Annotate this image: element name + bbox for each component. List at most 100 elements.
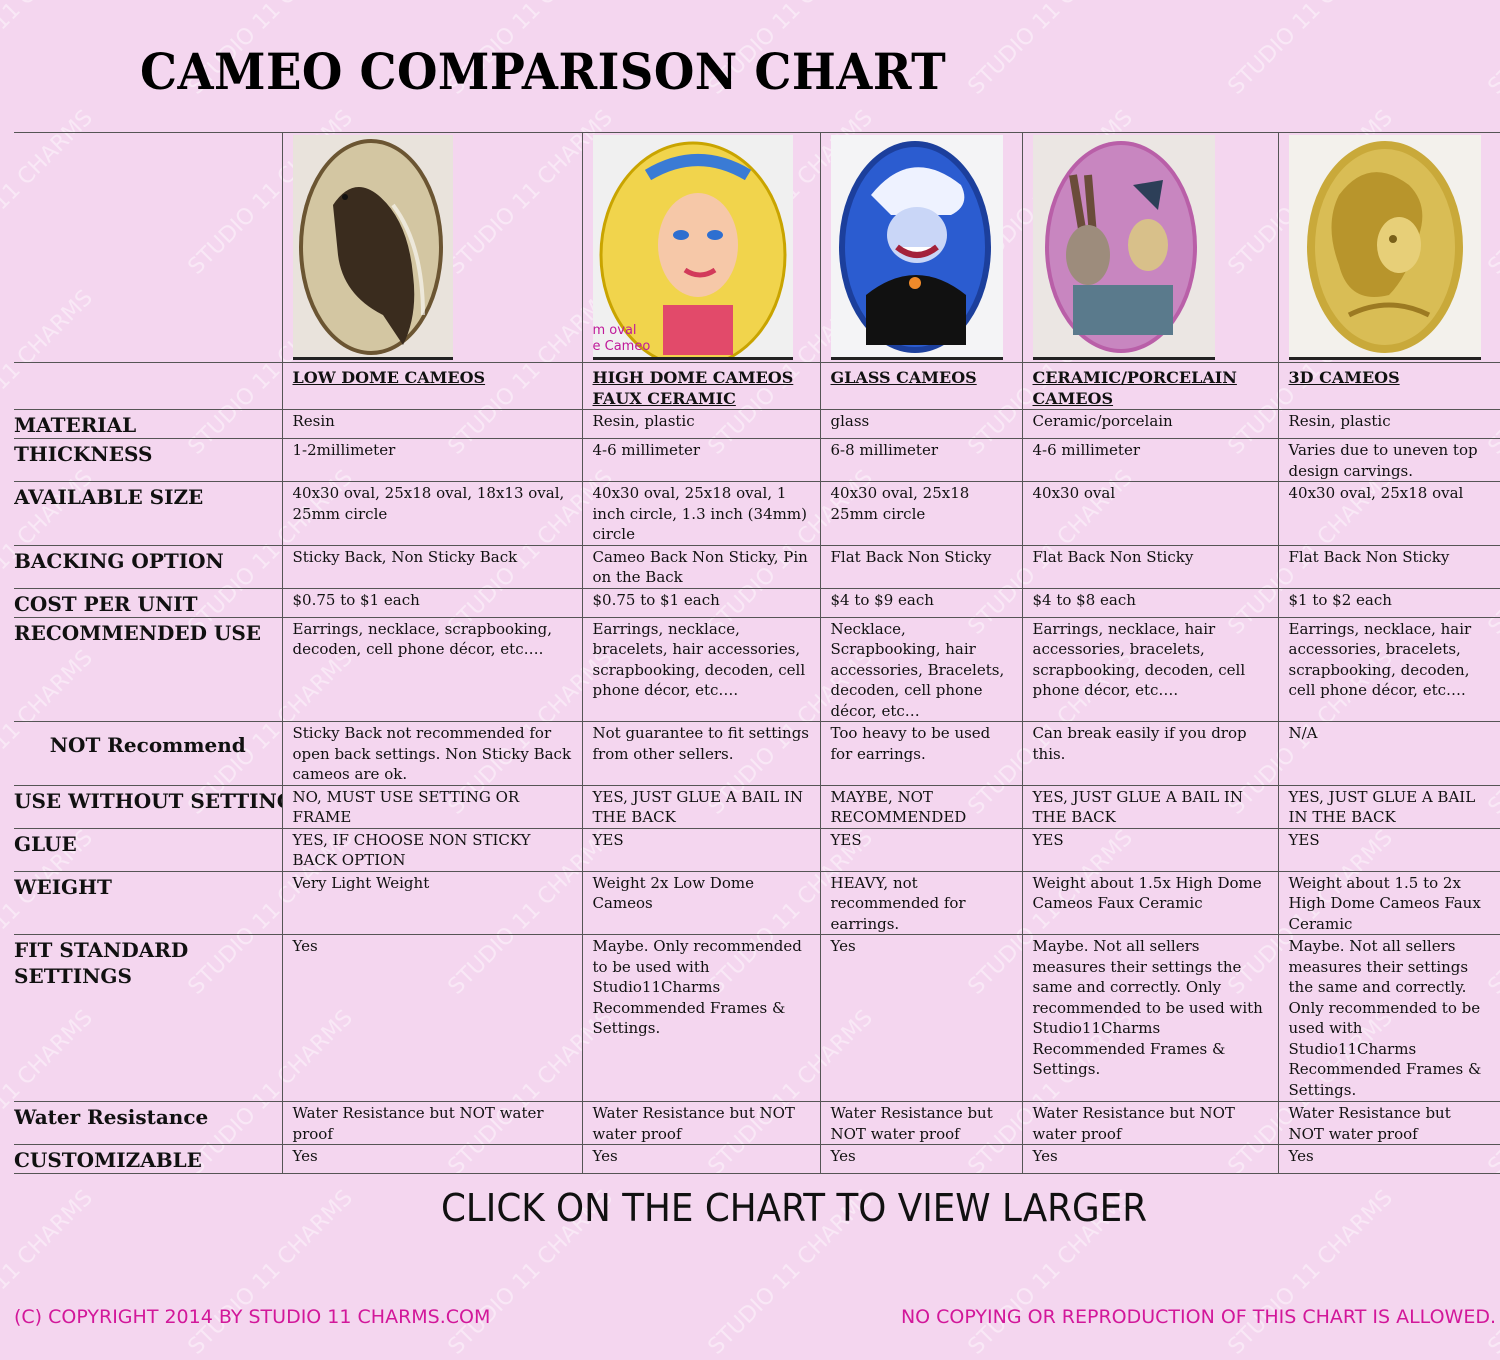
- table-row: THICKNESS 1-2millimeter 4-6 millimeter 6-8 …: [14, 438, 1500, 482]
- table-cell: Ceramic/porcelain: [1021, 409, 1279, 439]
- column-image-cell: [281, 132, 583, 363]
- raven-cameo-image: [292, 135, 453, 360]
- table-row: Water Resistance Water Resistance but NOT…: [14, 1101, 1500, 1145]
- table-cell: Yes: [819, 1144, 1023, 1174]
- table-cell: Sticky Back, Non Sticky Back: [281, 544, 583, 589]
- table-cell: Very Light Weight: [281, 870, 583, 935]
- table-cell: Yes: [819, 934, 1023, 1102]
- table-cell: $0.75 to $1 each: [281, 587, 583, 618]
- table-cell: $4 to $8 each: [1021, 587, 1279, 618]
- sea-witch-cameo-image: [830, 135, 1003, 360]
- row-label: Water Resistance: [14, 1101, 283, 1145]
- column-header-label: CERAMIC/PORCELAIN CAMEOS: [1032, 368, 1237, 408]
- table-cell: MAYBE, NOT RECOMMENDED: [819, 784, 1023, 829]
- image-row: m oval e Cameo: [14, 132, 1500, 363]
- table-cell: Necklace, Scrapbooking, hair accessories…: [819, 616, 1023, 722]
- row-label: COST PER UNIT: [14, 587, 283, 618]
- table-cell: Resin: [281, 409, 583, 439]
- table-cell: Yes: [281, 1144, 583, 1174]
- table-cell: 4-6 millimeter: [1021, 438, 1279, 482]
- table-cell: Not guarantee to fit settings from other…: [581, 721, 821, 786]
- row-label: AVAILABLE SIZE: [14, 481, 283, 546]
- table-cell: 1-2millimeter: [281, 438, 583, 482]
- table-cell: YES: [1277, 827, 1500, 872]
- blonde-girl-cameo-image: m oval e Cameo: [592, 135, 793, 360]
- watermark-text: STUDIO 11 CHARMS: [1223, 0, 1398, 100]
- table-cell: Resin, plastic: [1277, 409, 1500, 439]
- table-cell: Flat Back Non Sticky: [1277, 544, 1500, 589]
- column-image-cell: [1277, 132, 1500, 363]
- table-cell: Weight about 1.5x High Dome Cameos Faux …: [1021, 870, 1279, 935]
- table-cell: Earrings, necklace, bracelets, hair acce…: [581, 616, 821, 722]
- table-cell: 40x30 oval: [1021, 481, 1279, 546]
- column-header-row: LOW DOME CAMEOS HIGH DOME CAMEOS FAUX CE…: [14, 362, 1500, 410]
- no-copying-notice: NO COPYING OR REPRODUCTION OF THIS CHART…: [900, 1306, 1496, 1328]
- table-cell: Yes: [281, 934, 583, 1102]
- table-cell: Yes: [1277, 1144, 1500, 1174]
- table-cell: N/A: [1277, 721, 1500, 786]
- table-cell: Water Resistance but NOT water proof: [1277, 1101, 1500, 1145]
- table-cell: Water Resistance but NOT water proof: [819, 1101, 1023, 1145]
- watermark-text: STUDIO 11 CHARMS: [963, 0, 1138, 100]
- table-cell: Earrings, necklace, hair accessories, br…: [1021, 616, 1279, 722]
- table-cell: Weight about 1.5 to 2x High Dome Cameos …: [1277, 870, 1500, 935]
- table-cell: 4-6 millimeter: [581, 438, 821, 482]
- column-header: 3D CAMEOS: [1277, 362, 1500, 410]
- table-cell: Earrings, necklace, scrapbooking, decode…: [281, 616, 583, 722]
- table-row: FIT STANDARD SETTINGS Yes Maybe. Only reco…: [14, 934, 1500, 1102]
- gold-skeleton-lady-cameo-image: [1288, 135, 1481, 360]
- column-header: HIGH DOME CAMEOS FAUX CERAMIC: [581, 362, 821, 410]
- comparison-table: m oval e Cameo: [14, 132, 1500, 1174]
- row-label: NOT Recommend: [14, 721, 283, 786]
- row-label: CUSTOMIZABLE: [14, 1144, 283, 1174]
- table-cell: YES, JUST GLUE A BAIL IN THE BACK: [1277, 784, 1500, 829]
- table-cell: 6-8 millimeter: [819, 438, 1023, 482]
- table-cell: NO, MUST USE SETTING OR FRAME: [281, 784, 583, 829]
- column-image-cell: [819, 132, 1023, 363]
- table-cell: Too heavy to be used for earrings.: [819, 721, 1023, 786]
- column-header: CERAMIC/PORCELAIN CAMEOS: [1021, 362, 1279, 410]
- table-cell: Weight 2x Low Dome Cameos: [581, 870, 821, 935]
- table-cell: Earrings, necklace, hair accessories, br…: [1277, 616, 1500, 722]
- table-cell: YES: [581, 827, 821, 872]
- column-header-label: GLASS CAMEOS: [830, 368, 977, 387]
- table-cell: Yes: [1021, 1144, 1279, 1174]
- table-cell: 40x30 oval, 25x18 oval, 1 inch circle, 1…: [581, 481, 821, 546]
- header-row-label: [14, 362, 283, 410]
- table-cell: Resin, plastic: [581, 409, 821, 439]
- column-image-cell: m oval e Cameo: [581, 132, 821, 363]
- table-row: RECOMMENDED USE Earrings, necklace, scrap…: [14, 616, 1500, 722]
- row-label: THICKNESS: [14, 438, 283, 482]
- row-label: USE WITHOUT SETTING: [14, 784, 283, 829]
- row-label: MATERIAL: [14, 409, 283, 439]
- image-row-label: [14, 132, 283, 363]
- table-cell: $1 to $2 each: [1277, 587, 1500, 618]
- table-cell: Cameo Back Non Sticky, Pin on the Back: [581, 544, 821, 589]
- table-row: NOT Recommend Sticky Back not recommended…: [14, 721, 1500, 786]
- table-cell: 40x30 oval, 25x18 oval, 18x13 oval, 25mm…: [281, 481, 583, 546]
- table-row: CUSTOMIZABLE Yes Yes Yes Yes Yes: [14, 1144, 1500, 1174]
- table-cell: Maybe. Not all sellers measures their se…: [1277, 934, 1500, 1102]
- table-cell: Water Resistance but NOT water proof: [281, 1101, 583, 1145]
- table-cell: Varies due to uneven top design carvings…: [1277, 438, 1500, 482]
- watermark-text: STUDIO 11 CHARMS: [1483, 0, 1500, 100]
- rabbit-tea-party-cameo-image: [1032, 135, 1215, 360]
- row-label: BACKING OPTION: [14, 544, 283, 589]
- table-cell: Maybe. Not all sellers measures their se…: [1021, 934, 1279, 1102]
- table-cell: Sticky Back not recommended for open bac…: [281, 721, 583, 786]
- watermark-text: STUDIO 11 CHARMS: [0, 0, 98, 100]
- row-label: WEIGHT: [14, 870, 283, 935]
- column-header: LOW DOME CAMEOS: [281, 362, 583, 410]
- column-image-cell: [1021, 132, 1279, 363]
- column-header-label: HIGH DOME CAMEOS FAUX CERAMIC: [592, 368, 794, 408]
- column-header: GLASS CAMEOS: [819, 362, 1023, 410]
- table-cell: Flat Back Non Sticky: [819, 544, 1023, 589]
- table-cell: Water Resistance but NOT water proof: [581, 1101, 821, 1145]
- table-row: AVAILABLE SIZE 40x30 oval, 25x18 oval, 18…: [14, 481, 1500, 546]
- column-header-label: 3D CAMEOS: [1288, 368, 1400, 387]
- table-cell: HEAVY, not recommended for earrings.: [819, 870, 1023, 935]
- click-to-view-larger-text[interactable]: CLICK ON THE CHART TO VIEW LARGER: [440, 1186, 1148, 1230]
- table-cell: Maybe. Only recommended to be used with …: [581, 934, 821, 1102]
- table-cell: Flat Back Non Sticky: [1021, 544, 1279, 589]
- table-cell: Yes: [581, 1144, 821, 1174]
